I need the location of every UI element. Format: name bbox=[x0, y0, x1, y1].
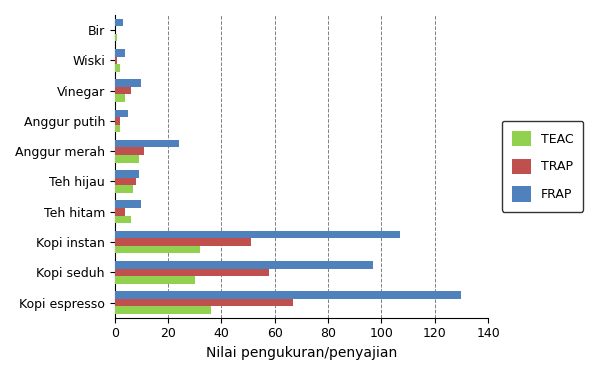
Bar bbox=[115, 125, 120, 132]
Bar bbox=[115, 64, 120, 72]
Bar bbox=[115, 261, 373, 268]
Bar bbox=[115, 19, 123, 26]
Bar bbox=[115, 170, 139, 178]
Bar bbox=[115, 57, 118, 64]
Bar bbox=[115, 110, 128, 117]
Bar bbox=[115, 185, 133, 193]
Bar bbox=[115, 200, 142, 208]
Bar bbox=[115, 87, 131, 94]
Bar bbox=[115, 49, 125, 57]
X-axis label: Nilai pengukuran/penyajian: Nilai pengukuran/penyajian bbox=[206, 346, 397, 360]
Bar bbox=[115, 80, 142, 87]
Bar bbox=[115, 94, 125, 102]
Bar bbox=[115, 155, 139, 163]
Bar bbox=[115, 238, 251, 246]
Bar bbox=[115, 268, 269, 276]
Bar bbox=[115, 117, 120, 125]
Bar bbox=[115, 299, 293, 306]
Bar bbox=[115, 276, 195, 284]
Bar bbox=[115, 34, 118, 42]
Bar bbox=[115, 246, 200, 254]
Bar bbox=[115, 231, 400, 238]
Bar bbox=[115, 178, 136, 185]
Bar bbox=[115, 306, 211, 314]
Bar bbox=[115, 291, 461, 299]
Legend: TEAC, TRAP, FRAP: TEAC, TRAP, FRAP bbox=[502, 121, 583, 212]
Bar bbox=[115, 147, 144, 155]
Bar bbox=[115, 216, 131, 223]
Bar bbox=[115, 208, 125, 216]
Bar bbox=[115, 140, 179, 147]
